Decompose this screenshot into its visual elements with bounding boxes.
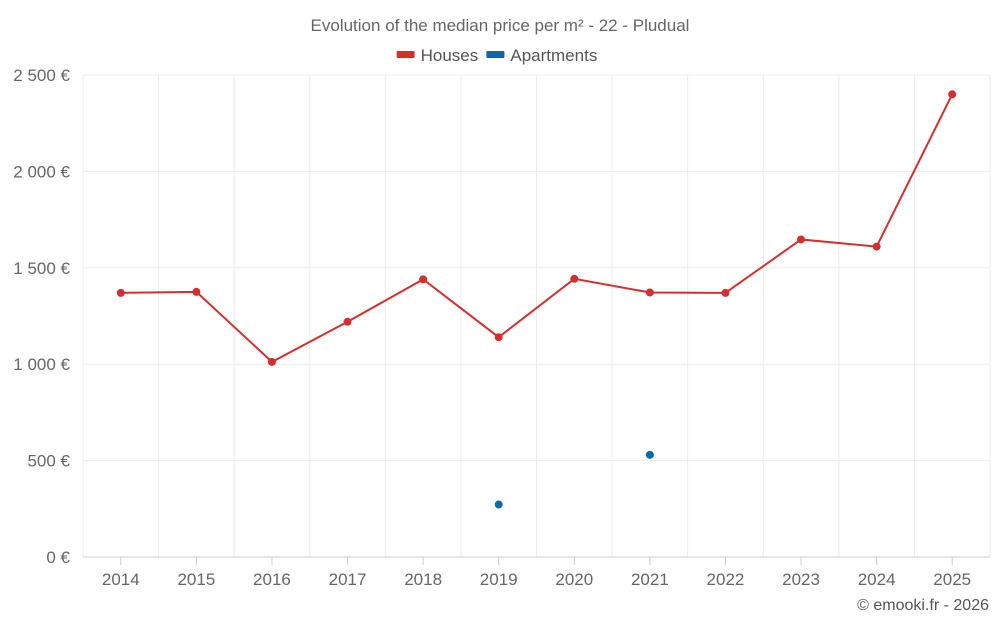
apartments-legend-swatch: [486, 51, 505, 58]
houses-legend-swatch: [396, 51, 415, 58]
x-tick-label: 2017: [329, 570, 367, 589]
y-tick-label: 1 000 €: [13, 355, 70, 374]
apartments-point-2019[interactable]: [494, 500, 503, 509]
x-tick-label: 2024: [858, 570, 896, 589]
houses-point-2024[interactable]: [872, 242, 881, 251]
houses-point-2017[interactable]: [343, 317, 352, 326]
y-tick-label: 1 500 €: [13, 259, 70, 278]
grid: [82, 74, 991, 557]
x-tick-label: 2018: [404, 570, 442, 589]
y-tick-label: 2 500 €: [13, 66, 70, 85]
houses-point-2015[interactable]: [192, 287, 201, 296]
houses-point-2019[interactable]: [494, 333, 503, 342]
x-tick-label: 2014: [102, 570, 140, 589]
x-tick-label: 2021: [631, 570, 669, 589]
houses-legend-label[interactable]: Houses: [421, 46, 479, 65]
apartments-point-2021[interactable]: [645, 450, 654, 459]
y-tick-label: 2 000 €: [13, 162, 70, 181]
houses-point-2014[interactable]: [116, 288, 125, 297]
series: [116, 90, 957, 509]
credit-text: © emooki.fr - 2026: [857, 597, 989, 614]
legend: Houses Apartments: [396, 46, 597, 65]
houses-series-line: [120, 93, 954, 364]
houses-point-2016[interactable]: [267, 357, 276, 366]
houses-point-2020[interactable]: [570, 274, 579, 283]
houses-point-2021[interactable]: [645, 288, 654, 297]
y-tick-label: 0 €: [46, 548, 70, 567]
x-tick-label: 2019: [480, 570, 518, 589]
houses-point-2025[interactable]: [948, 90, 957, 99]
x-tick-label: 2016: [253, 570, 291, 589]
chart-title: Evolution of the median price per m² - 2…: [311, 16, 690, 35]
x-tick-label: 2015: [177, 570, 215, 589]
y-tick-label: 500 €: [27, 452, 70, 471]
x-tick-label: 2025: [933, 570, 971, 589]
x-tick-label: 2023: [782, 570, 820, 589]
x-tick-label: 2022: [707, 570, 745, 589]
houses-point-2022[interactable]: [721, 288, 730, 297]
x-tick-label: 2020: [555, 570, 593, 589]
apartments-legend-label[interactable]: Apartments: [510, 46, 597, 65]
houses-point-2023[interactable]: [797, 235, 806, 244]
axes: 0 € 500 € 1 000 € 1 500 € 2 000 € 2 500 € 2014…: [13, 66, 990, 589]
houses-point-2018[interactable]: [419, 275, 428, 284]
